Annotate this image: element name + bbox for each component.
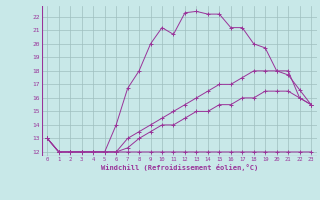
X-axis label: Windchill (Refroidissement éolien,°C): Windchill (Refroidissement éolien,°C) (100, 164, 258, 171)
